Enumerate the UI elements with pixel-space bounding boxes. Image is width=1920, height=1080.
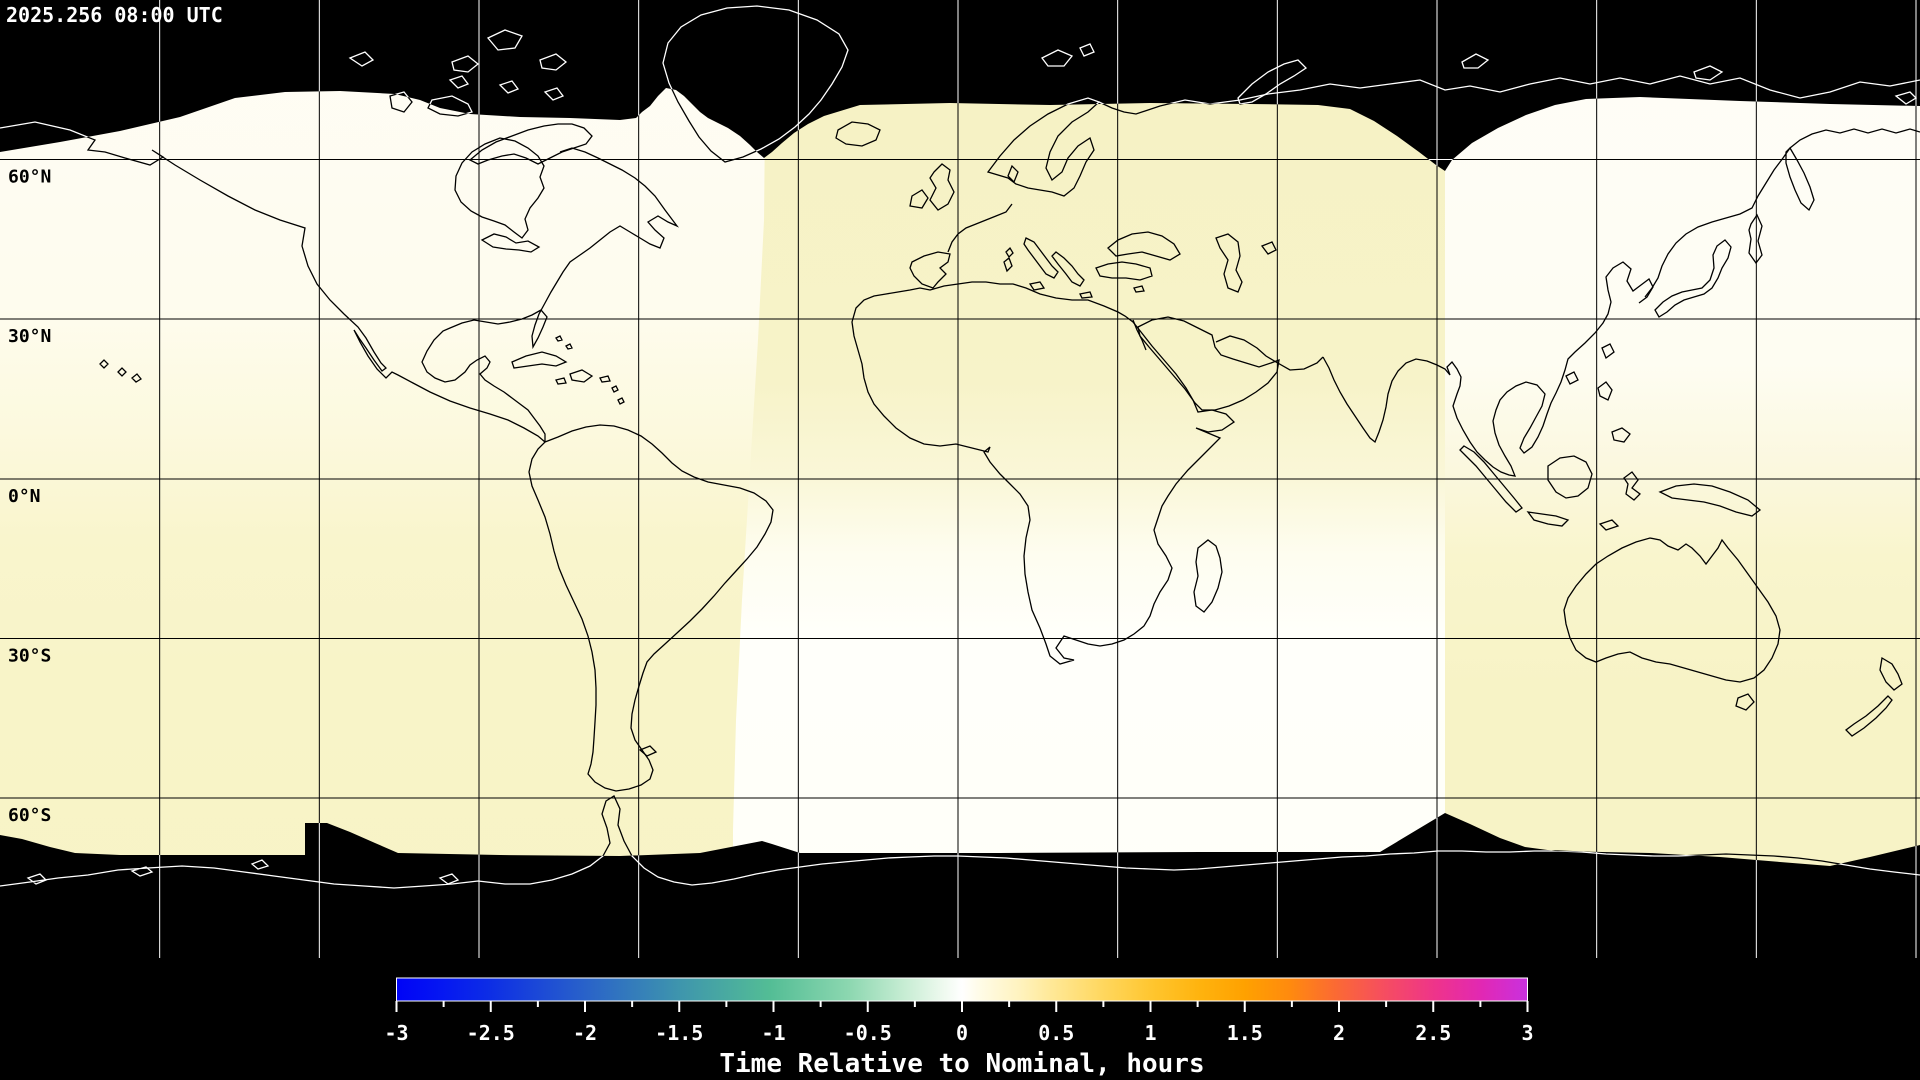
lat-label: 60°S — [8, 805, 51, 826]
coastline-black-caspian-seas — [1107, 231, 1277, 293]
coastline-south-america — [528, 424, 774, 792]
coastline-hudson-bay — [454, 137, 545, 239]
coastline-japan-philippines — [1565, 239, 1732, 443]
graticule — [0, 0, 1920, 958]
colorbar: -3 -2.5 -2 -1.5 -1 -0.5 0 0.5 1 1.5 2 2.5 3 Time Rel… — [384, 977, 1534, 1079]
coastline-baffin-island — [468, 123, 593, 165]
colorbar-tick-label: 1.5 — [1227, 1021, 1263, 1045]
coastline-iceland — [835, 121, 881, 147]
colorbar-tick-label: -2.5 — [467, 1021, 515, 1045]
colorbar-tick-label: 2.5 — [1415, 1021, 1451, 1045]
colorbar-tick-label: 2 — [1333, 1021, 1345, 1045]
colorbar-ticks: -3 -2.5 -2 -1.5 -1 -0.5 0 0.5 1 1.5 2 2.5 3 — [384, 1001, 1534, 1045]
coastline-south-east-asia — [1322, 261, 1654, 477]
colorbar-tick-label: 3 — [1521, 1021, 1533, 1045]
colorbar-tick-label: 0 — [956, 1021, 968, 1045]
colorbar-tick-label: -1.5 — [655, 1021, 703, 1045]
lat-label: 0°N — [8, 486, 41, 507]
colorbar-gradient-bar — [396, 977, 1528, 1002]
coastline-north-america-west — [0, 121, 546, 443]
coastline-scandinavia — [986, 97, 1101, 197]
lat-label: 30°N — [8, 326, 51, 347]
lat-label: 60°N — [8, 167, 51, 188]
coastline-west-europe — [947, 203, 1013, 253]
colorbar-tick-label: -3 — [384, 1021, 408, 1045]
colorbar-tick-label: -0.5 — [844, 1021, 892, 1045]
coastline-northeast-asia — [1644, 128, 1920, 298]
colorbar-title: Time Relative to Nominal, hours — [719, 1049, 1204, 1079]
colorbar-tick-label: -1 — [761, 1021, 785, 1045]
coastline-arabia — [1137, 316, 1324, 411]
timestamp: 2025.256 08:00 UTC — [6, 3, 223, 27]
coastline-islands-misc — [99, 335, 658, 757]
coastline-mediterranean — [1003, 237, 1153, 299]
coastline-indonesia — [1459, 445, 1762, 531]
coastline-north-america-east — [421, 147, 680, 442]
coastline-australia — [1563, 537, 1903, 737]
coastline-madagascar — [1193, 539, 1223, 613]
coastline-great-lakes — [480, 233, 541, 253]
coastline-british-isles — [909, 163, 955, 211]
latitude-labels: 60°N 30°N 0°N 30°S 60°S — [8, 167, 51, 827]
colorbar-tick-label: 1 — [1144, 1021, 1156, 1045]
colorbar-tick-label: -2 — [573, 1021, 597, 1045]
coastline-iberia — [909, 251, 951, 289]
lat-label: 30°S — [8, 646, 51, 667]
colorbar-tick-label: 0.5 — [1038, 1021, 1074, 1045]
